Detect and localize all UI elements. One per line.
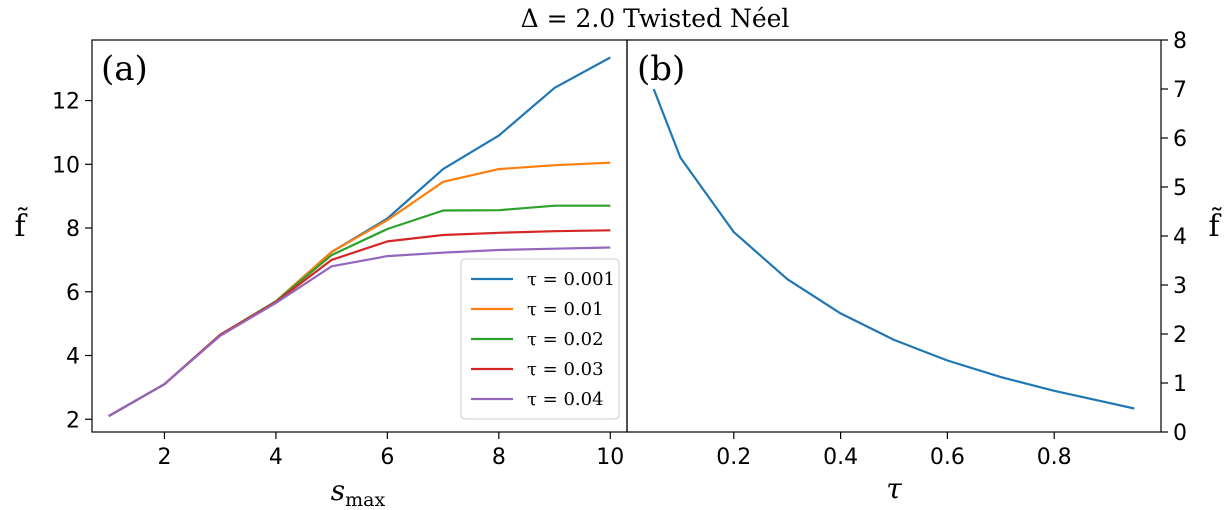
panel-b-x-axis-label: τ	[886, 472, 902, 505]
panel-a-y-tick-label: 8	[66, 217, 80, 242]
panel-b-lines	[652, 88, 1135, 410]
panel-b-y-tick-label: 3	[1173, 274, 1187, 299]
panel-a-y-axis-label: f̃	[14, 207, 28, 244]
figure-title-text: Δ = 2.0 Twisted Néel	[521, 4, 790, 33]
panel-b-y-tick-label: 8	[1173, 29, 1187, 54]
panel-a-y-tick-label: 12	[52, 90, 80, 115]
panel-b-y-tick-label: 5	[1173, 176, 1187, 201]
panel-b-label: (b)	[637, 49, 685, 89]
panel-b-x-ticks: 0.2 0.4 0.6 0.8	[716, 432, 1072, 470]
panel-a-x-tick-label: 10	[596, 445, 624, 470]
panel-a-y-tick-label: 2	[66, 408, 80, 433]
panel-b-y-tick-label: 4	[1173, 225, 1187, 250]
panel-a-x-tick-label: 6	[380, 445, 394, 470]
panel-a-lines	[108, 56, 611, 418]
legend-label-5: τ = 0.04	[527, 389, 604, 410]
legend-label-1: τ = 0.001	[527, 269, 615, 290]
legend-label-2: τ = 0.01	[527, 299, 604, 320]
panel-a-y-tick-label: 10	[52, 153, 80, 178]
panel-a-x-tick-label: 2	[157, 445, 171, 470]
panel-b-y-tick-label: 1	[1173, 372, 1187, 397]
panel-a-y-tick-label: 4	[66, 345, 80, 370]
panel-b: 0.2 0.4 0.6 0.8 0 1 2 3 4 5 6 7 8 (b) τ f̃	[626, 29, 1222, 505]
panel-a-y-ticks: 2 4 6 8 10 12	[52, 90, 92, 433]
panel-b-y-axis-label: f̃	[1208, 207, 1222, 244]
panel-a-x-axis-label-text: s	[331, 474, 345, 507]
panel-a-legend: τ = 0.001 τ = 0.01 τ = 0.02 τ = 0.03 τ = 0.0…	[460, 258, 620, 420]
panel-b-y-tick-label: 0	[1173, 421, 1187, 446]
panel-b-x-tick-label: 0.2	[716, 445, 751, 470]
legend-label-3: τ = 0.02	[527, 329, 604, 350]
legend-box	[460, 258, 620, 420]
panel-a-series-line-5	[108, 246, 611, 418]
panel-a-x-tick-label: 8	[492, 445, 506, 470]
panel-b-y-tick-label: 2	[1173, 323, 1187, 348]
panel-b-x-tick-label: 0.8	[1037, 445, 1072, 470]
panel-a-x-tick-label: 4	[269, 445, 283, 470]
panel-b-x-tick-label: 0.4	[823, 445, 858, 470]
panel-a-x-ticks: 2 4 6 8 10	[157, 432, 624, 470]
panel-a-y-tick-label: 6	[66, 281, 80, 306]
panel-b-frame	[626, 39, 1162, 433]
svg-text:smax: smax	[331, 474, 386, 510]
panel-b-x-tick-label: 0.6	[930, 445, 965, 470]
panel-a-label: (a)	[101, 49, 148, 89]
panel-a-x-axis-label: smax	[331, 474, 386, 510]
panel-b-y-ticks: 0 1 2 3 4 5 6 7 8	[1161, 29, 1187, 446]
legend-label-4: τ = 0.03	[527, 359, 604, 380]
figure-title: Δ = 2.0 Twisted Néel	[521, 4, 790, 33]
panel-b-y-tick-label: 6	[1173, 127, 1187, 152]
panel-b-y-tick-label: 7	[1173, 78, 1187, 103]
panel-a-x-axis-label-subscript: max	[345, 489, 385, 510]
panel-b-series-line-1	[652, 88, 1135, 410]
